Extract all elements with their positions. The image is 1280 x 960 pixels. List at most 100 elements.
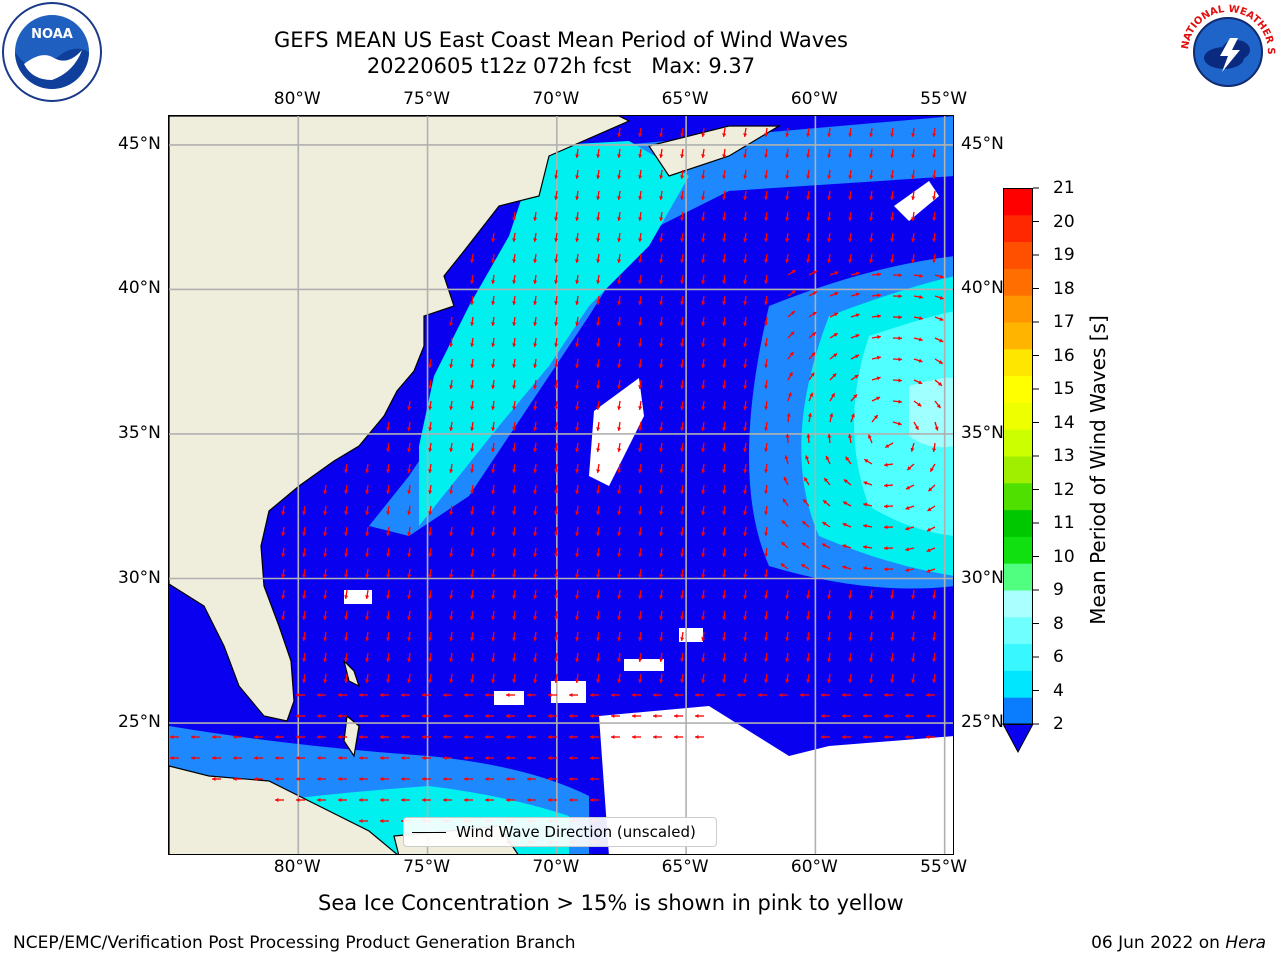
wave-direction-arrowhead <box>842 692 846 698</box>
wave-direction-arrowhead <box>701 301 706 305</box>
wave-direction-arrowhead <box>932 595 937 599</box>
wave-direction-arrowhead <box>783 476 788 481</box>
wave-direction-arrowhead <box>782 498 787 503</box>
wave-direction-arrowhead <box>386 637 391 641</box>
wave-direction-arrowhead <box>212 734 216 740</box>
wave-direction-arrowhead <box>554 364 559 368</box>
wave-direction-arrowhead <box>659 322 664 326</box>
wave-direction-arrowhead <box>638 133 643 137</box>
wave-direction-arrowhead <box>617 679 622 683</box>
wave-direction-arrowhead <box>533 385 538 389</box>
wave-direction-arrowhead <box>659 196 664 200</box>
wave-direction-arrowhead <box>722 679 727 683</box>
wave-direction-arrowhead <box>869 259 874 263</box>
wave-direction-arrowhead <box>680 490 685 494</box>
wave-direction-arrowhead <box>170 755 174 761</box>
wave-direction-arrowhead <box>527 797 531 803</box>
wave-direction-arrowhead <box>809 392 814 397</box>
wave-direction-arrowhead <box>764 616 769 620</box>
wave-direction-arrowhead <box>911 595 916 599</box>
wave-direction-arrowhead <box>764 406 769 410</box>
wave-direction-arrowhead <box>764 175 769 179</box>
wave-direction-arrowhead <box>554 322 559 326</box>
wave-direction-arrowhead <box>470 322 475 326</box>
wave-direction-arrowhead <box>638 217 643 221</box>
wave-direction-arrowhead <box>659 217 664 221</box>
wave-direction-arrowhead <box>810 372 815 377</box>
wave-direction-arrowhead <box>905 692 909 698</box>
wave-direction-arrowhead <box>617 217 622 221</box>
wave-direction-arrowhead <box>617 175 622 179</box>
wave-direction-arrowhead <box>554 427 559 431</box>
wave-direction-arrowhead <box>905 547 910 552</box>
wave-direction-arrowhead <box>386 469 391 473</box>
wave-direction-arrowhead <box>680 469 685 473</box>
wave-direction-arrowhead <box>680 574 685 578</box>
wave-direction-arrowhead <box>898 294 902 299</box>
colorbar-tick-label: 8 <box>1053 613 1064 634</box>
wave-direction-arrowhead <box>939 274 944 279</box>
wave-direction-arrowhead <box>575 217 580 221</box>
wave-direction-arrowhead <box>359 818 363 824</box>
wave-direction-arrowhead <box>638 259 643 263</box>
wave-direction-arrowhead <box>575 259 580 263</box>
colorbar-segment <box>1003 482 1033 511</box>
wave-direction-arrowhead <box>911 637 916 641</box>
wave-direction-arrowhead <box>743 322 748 326</box>
wave-direction-arrowhead <box>281 532 286 536</box>
wave-direction-arrowhead <box>512 679 517 683</box>
wave-direction-arrowhead <box>743 301 748 305</box>
wave-direction-arrowhead <box>506 713 510 719</box>
lat-label-right: 30°N <box>961 567 1004 588</box>
wave-direction-arrowhead <box>784 455 789 460</box>
wave-direction-arrowhead <box>554 238 559 242</box>
wave-direction-arrowhead <box>785 196 790 200</box>
wave-direction-arrowhead <box>898 357 902 362</box>
wave-direction-arrowhead <box>554 658 559 662</box>
wave-direction-arrowhead <box>821 692 825 698</box>
wave-direction-arrowhead <box>785 154 790 158</box>
wave-direction-arrowhead <box>407 658 412 662</box>
wave-direction-arrowhead <box>344 637 349 641</box>
wave-direction-arrowhead <box>170 734 174 740</box>
wave-direction-arrowhead <box>449 679 454 683</box>
wave-direction-arrowhead <box>323 595 328 599</box>
wave-direction-arrowhead <box>401 713 405 719</box>
wave-direction-arrowhead <box>701 196 706 200</box>
wave-direction-arrowhead <box>554 280 559 284</box>
wave-direction-arrowhead <box>506 734 510 740</box>
wave-direction-arrowhead <box>848 658 853 662</box>
wave-direction-arrowhead <box>617 448 622 452</box>
wave-direction-arrowhead <box>674 713 678 719</box>
wave-direction-arrowhead <box>443 734 447 740</box>
wave-direction-arrowhead <box>491 595 496 599</box>
wave-direction-arrowhead <box>470 364 475 368</box>
colorbar-tick-label: 14 <box>1053 412 1075 433</box>
wave-direction-arrowhead <box>785 175 790 179</box>
wave-direction-arrowhead <box>365 616 370 620</box>
wave-direction-arrowhead <box>596 385 601 389</box>
wave-direction-arrowhead <box>680 133 685 137</box>
wave-direction-arrowhead <box>659 259 664 263</box>
wave-direction-arrowhead <box>428 448 433 452</box>
wave-direction-arrowhead <box>302 511 307 515</box>
lat-label-right: 40°N <box>961 278 1004 299</box>
wave-direction-arrowhead <box>825 455 830 460</box>
wave-direction-arrowhead <box>764 238 769 242</box>
wave-direction-arrowhead <box>533 595 538 599</box>
wave-direction-arrowhead <box>659 301 664 305</box>
wave-direction-arrowhead <box>554 532 559 536</box>
wave-direction-arrowhead <box>764 490 769 494</box>
wave-direction-arrowhead <box>722 532 727 536</box>
wave-direction-arrowhead <box>833 333 838 337</box>
wave-direction-arrowhead <box>722 511 727 515</box>
wave-direction-arrowhead <box>884 567 888 572</box>
wave-direction-arrowhead <box>491 427 496 431</box>
wave-direction-arrowhead <box>401 692 405 698</box>
wave-direction-arrowhead <box>928 487 933 492</box>
wave-direction-arrowhead <box>323 679 328 683</box>
wave-direction-arrowhead <box>701 280 706 284</box>
wave-direction-arrowhead <box>743 574 748 578</box>
wave-direction-arrowhead <box>863 734 867 740</box>
wave-direction-arrowhead <box>470 280 475 284</box>
